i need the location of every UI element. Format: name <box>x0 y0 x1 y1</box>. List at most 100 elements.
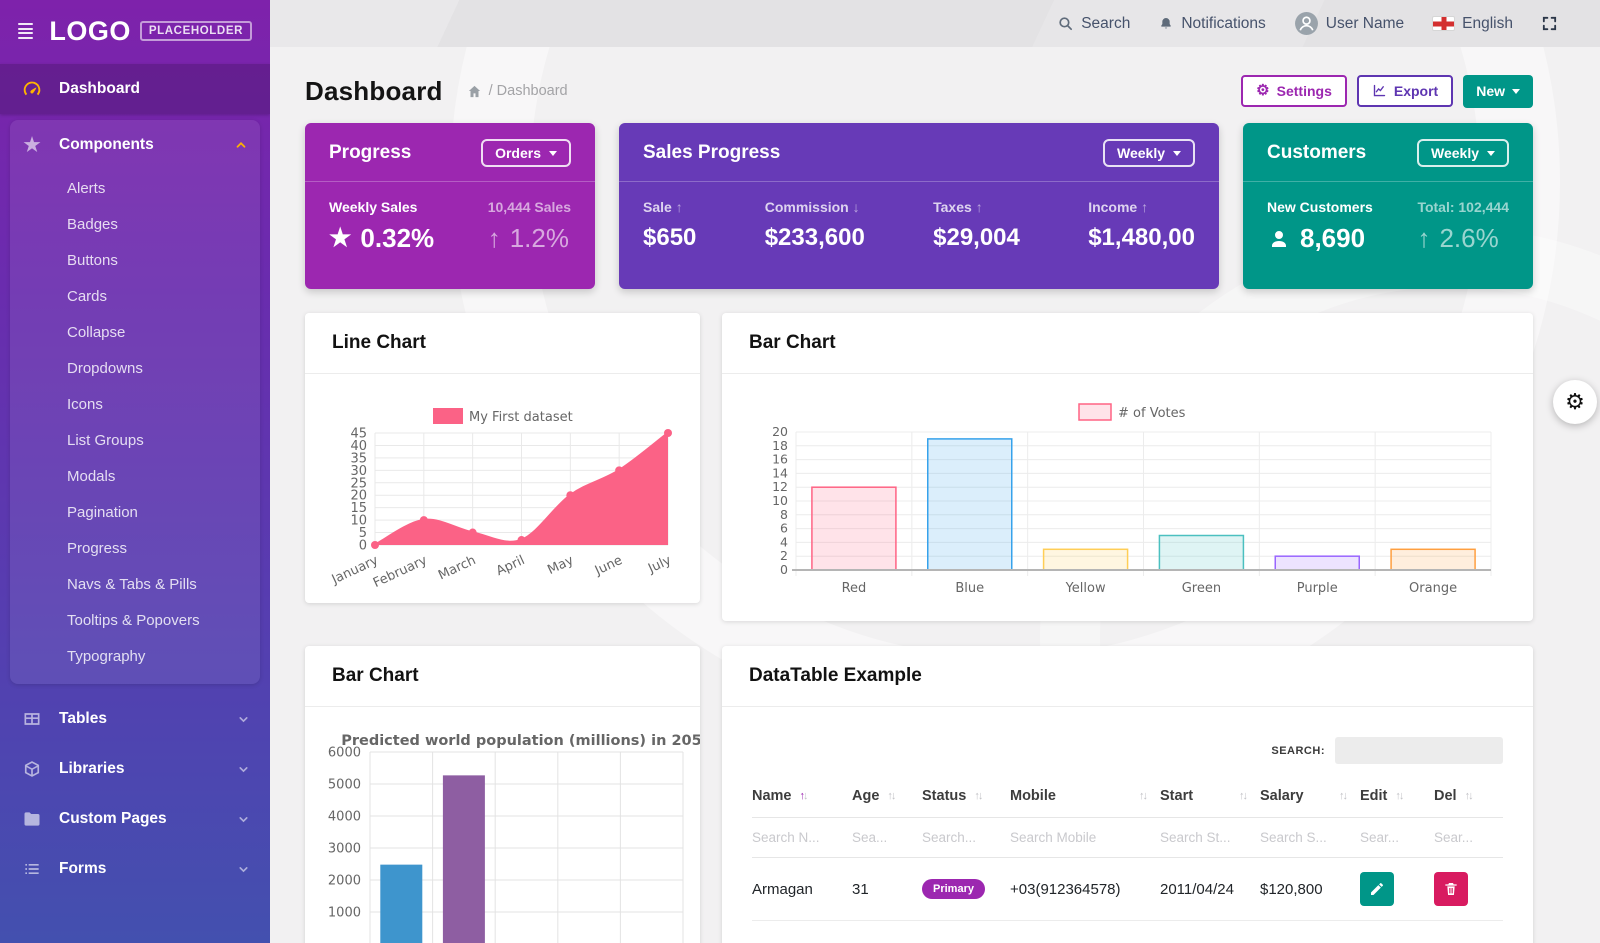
new-button[interactable]: New <box>1463 74 1533 108</box>
caret-down-icon <box>1173 150 1181 156</box>
column-header-status[interactable]: Status ↑↓ <box>922 788 983 804</box>
votes-bar-chart-card: Bar Chart 0 2 4 6 8 10 12 14 16 18 20 Red Blue Yellow… <box>722 313 1533 621</box>
sort-icons[interactable]: ↑↓ <box>799 790 809 802</box>
arrow-up-icon: ↑ <box>1141 199 1149 215</box>
sidebar-item-tooltips-popovers[interactable]: Tooltips & Popovers <box>67 611 200 629</box>
table-row: Armagan 31 Primary +03(912364578) 2011/0… <box>752 858 1503 921</box>
svg-text:Predicted world population (mi: Predicted world population (millions) in… <box>341 733 700 749</box>
sidebar-item-dashboard[interactable]: Dashboard <box>0 64 270 114</box>
filter-edit-input[interactable] <box>1360 830 1427 845</box>
main-content: Dashboard / Dashboard ⚙ Settings Export … <box>270 47 1600 943</box>
filter-name-input[interactable] <box>752 830 842 845</box>
sidebar-item-forms[interactable]: Forms <box>0 844 270 894</box>
filter-start-input[interactable] <box>1160 830 1250 845</box>
orders-dropdown-button[interactable]: Orders <box>481 139 571 167</box>
svg-text:35: 35 <box>350 451 367 466</box>
sidebar-item-pagination[interactable]: Pagination <box>67 503 138 521</box>
sidebar-item-progress[interactable]: Progress <box>67 539 128 557</box>
sidebar-item-dropdowns[interactable]: Dropdowns <box>67 359 143 377</box>
home-icon[interactable] <box>467 84 482 99</box>
sales-total-stat: 10,444 Sales ↑ 1.2% <box>487 199 571 253</box>
logo-badge: PLACEHOLDER <box>139 21 252 41</box>
sidebar-item-typography[interactable]: Typography <box>67 647 146 665</box>
sidebar-item-custom-pages[interactable]: Custom Pages <box>0 794 270 844</box>
filter-salary-input[interactable] <box>1260 830 1350 845</box>
svg-text:My First dataset: My First dataset <box>469 410 573 425</box>
floating-settings-button[interactable]: ⚙ <box>1553 380 1597 424</box>
weekly-dropdown-button[interactable]: Weekly <box>1417 139 1509 167</box>
income-metric: Income ↑ $1,480,00 <box>1088 199 1195 251</box>
export-button[interactable]: Export <box>1356 74 1454 107</box>
hamburger-menu-icon[interactable] <box>18 22 34 40</box>
svg-text:# of Votes: # of Votes <box>1118 406 1186 421</box>
filter-del-input[interactable] <box>1434 830 1497 845</box>
svg-text:14: 14 <box>772 465 788 480</box>
column-header-age[interactable]: Age ↑↓ <box>852 788 896 804</box>
sort-icons[interactable]: ↑↓ <box>1464 790 1474 802</box>
sidebar-item-tables[interactable]: Tables <box>0 694 270 744</box>
sort-icons[interactable]: ↑↓ <box>1339 790 1348 802</box>
chevron-down-icon <box>237 763 250 776</box>
sidebar-item-list-groups[interactable]: List Groups <box>67 431 144 449</box>
topbar-language[interactable]: English <box>1432 15 1513 33</box>
sidebar-item-components[interactable]: ★ Components <box>10 120 260 170</box>
line-chart-card: Line Chart 0 5 10 15 20 25 30 35 40 45 January Febr… <box>305 313 700 603</box>
sort-icons[interactable]: ↑↓ <box>887 790 896 802</box>
svg-text:15: 15 <box>350 501 367 516</box>
topbar-notifications[interactable]: Notifications <box>1158 15 1266 33</box>
filter-status-input[interactable] <box>922 830 1002 845</box>
progress-card-title: Progress <box>329 142 412 163</box>
svg-text:5000: 5000 <box>328 778 361 793</box>
delete-row-button[interactable] <box>1434 872 1468 906</box>
filter-age-input[interactable] <box>852 830 915 845</box>
sidebar-item-badges[interactable]: Badges <box>67 215 118 233</box>
chevron-down-icon <box>237 863 250 876</box>
sort-icons[interactable]: ↑↓ <box>1239 790 1248 802</box>
sort-icons[interactable]: ↑↓ <box>974 790 983 802</box>
fullscreen-button[interactable] <box>1541 15 1558 32</box>
svg-text:2: 2 <box>780 548 788 563</box>
person-icon <box>1267 227 1291 251</box>
column-header-salary[interactable]: Salary ↑↓ <box>1260 788 1348 804</box>
logo[interactable]: LOGO PLACEHOLDER <box>49 16 252 47</box>
sidebar-item-icons[interactable]: Icons <box>67 395 103 413</box>
svg-text:Green: Green <box>1182 581 1221 596</box>
svg-text:4000: 4000 <box>328 810 361 825</box>
table-icon <box>20 709 44 729</box>
column-header-edit[interactable]: Edit ↑↓ <box>1360 788 1404 804</box>
pencil-icon <box>1371 883 1383 895</box>
caret-down-icon <box>1512 88 1520 94</box>
datatable-filter-row <box>752 818 1503 858</box>
sidebar-item-buttons[interactable]: Buttons <box>67 251 118 269</box>
sidebar-item-libraries[interactable]: Libraries <box>0 744 270 794</box>
sidebar-item-cards[interactable]: Cards <box>67 287 108 305</box>
column-header-name[interactable]: Name ↑↓ <box>752 788 809 804</box>
filter-mobile-input[interactable] <box>1010 830 1145 845</box>
sidebar-item-collapse[interactable]: Collapse <box>67 323 126 341</box>
taxes-metric: Taxes ↑ $29,004 <box>933 199 1020 251</box>
svg-text:20: 20 <box>772 424 788 439</box>
column-header-del[interactable]: Del ↑↓ <box>1434 788 1474 804</box>
svg-text:6: 6 <box>780 521 788 536</box>
sidebar-item-modals[interactable]: Modals <box>67 467 116 485</box>
edit-row-button[interactable] <box>1360 872 1394 906</box>
sidebar-item-alerts[interactable]: Alerts <box>67 179 106 197</box>
chevron-down-icon <box>237 813 250 826</box>
sidebar: LOGO PLACEHOLDER Dashboard ★ Components … <box>0 0 270 943</box>
column-header-start[interactable]: Start ↑↓ <box>1160 788 1248 804</box>
svg-text:40: 40 <box>350 439 367 454</box>
gauge-icon <box>20 78 44 100</box>
topbar-user[interactable]: User Name <box>1294 11 1404 36</box>
settings-button[interactable]: ⚙ Settings <box>1241 74 1347 107</box>
sort-icons[interactable]: ↑↓ <box>1395 790 1404 802</box>
datatable-search-input[interactable] <box>1335 737 1503 764</box>
weekly-dropdown-button[interactable]: Weekly <box>1103 139 1195 167</box>
sort-icons[interactable]: ↑↓ <box>1139 790 1148 802</box>
customers-card: Customers Weekly New Customers 8,690 <box>1243 123 1533 289</box>
svg-text:Blue: Blue <box>955 581 984 596</box>
sidebar-item-navs-tabs-pills[interactable]: Navs & Tabs & Pills <box>67 575 197 593</box>
datatable-header-row: Name ↑↓ Age ↑↓ Status ↑↓ Mobile ↑↓ Start ↑↓ S… <box>752 788 1503 818</box>
column-header-mobile[interactable]: Mobile ↑↓ <box>1010 788 1148 804</box>
sidebar-item-label: Dashboard <box>59 80 140 97</box>
topbar-search[interactable]: Search <box>1057 15 1130 33</box>
